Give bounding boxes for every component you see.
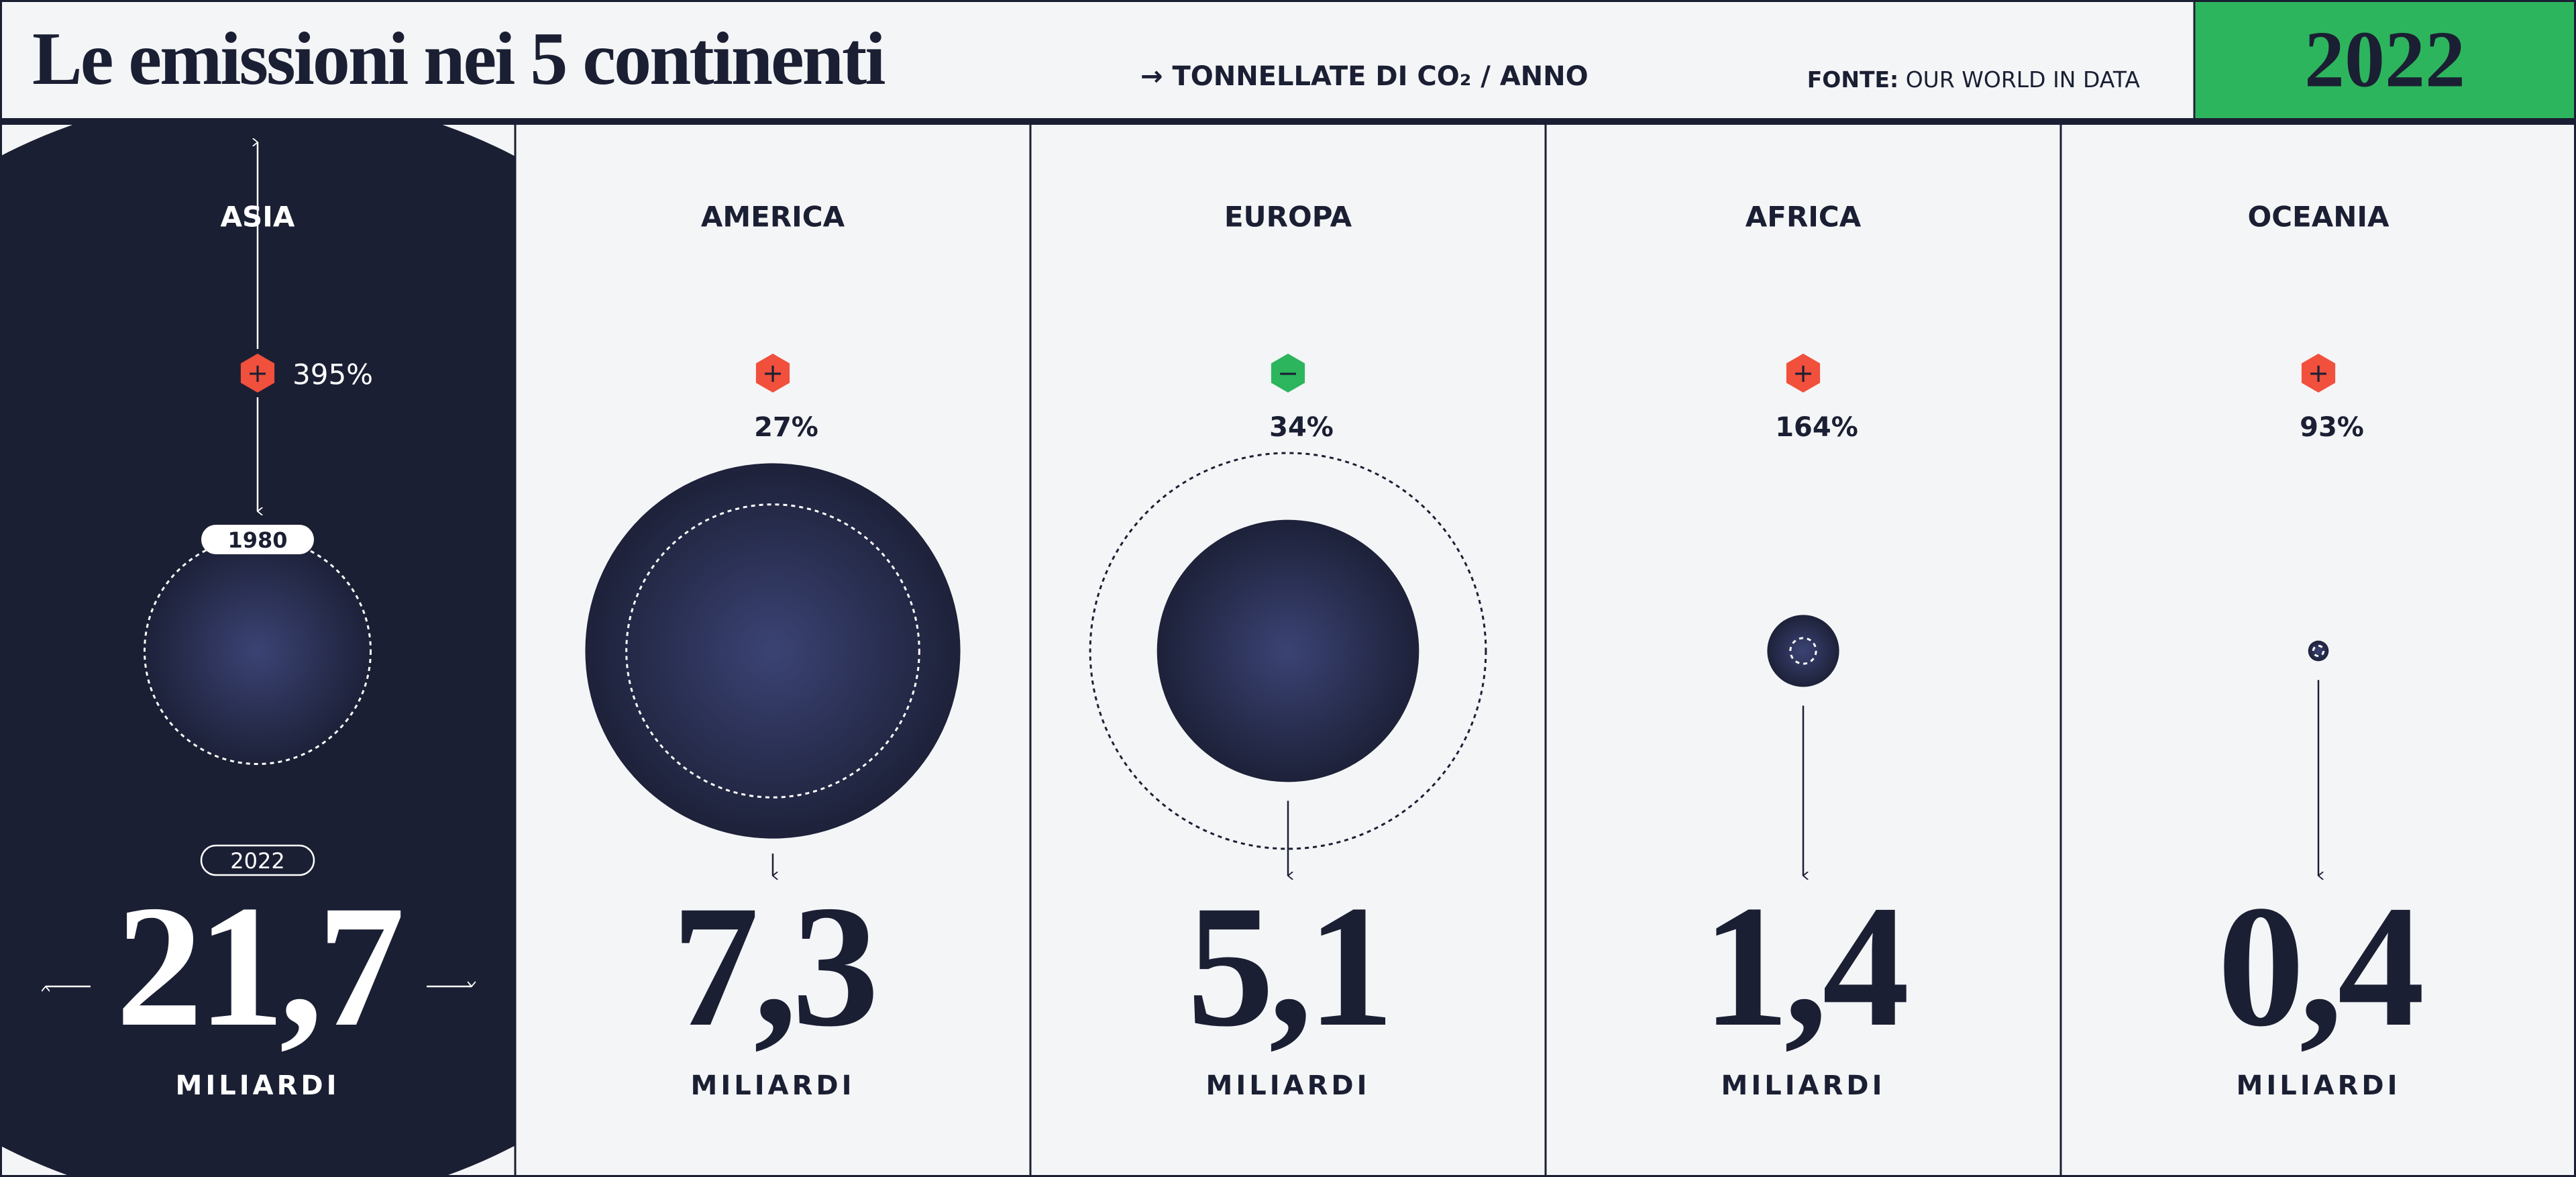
change-badge <box>240 354 275 393</box>
unit: MILIARDI <box>176 1070 340 1101</box>
title: Le emissioni nei 5 continenti <box>32 17 885 101</box>
value-circle <box>1767 615 1839 687</box>
baseline-circle <box>1089 452 1487 850</box>
continent-name: AMERICA <box>701 201 845 234</box>
value-circle <box>1157 519 1419 782</box>
from-year: 1980 <box>227 527 287 553</box>
change-sign: + <box>247 358 268 388</box>
value-circle <box>2308 640 2329 662</box>
header-rule <box>0 118 2576 125</box>
source-name: OUR WORLD IN DATA <box>1906 66 2141 93</box>
baseline-circle <box>625 503 920 799</box>
header-year: 2022 <box>2304 15 2465 104</box>
baseline-circle <box>2312 644 2325 658</box>
continent-name: OCEANIA <box>2247 201 2390 234</box>
change-sign: + <box>2308 358 2329 388</box>
continent-name: EUROPA <box>1224 201 1352 234</box>
value: 21,7 <box>116 870 402 1063</box>
unit: MILIARDI <box>691 1070 855 1101</box>
change-value: 34% <box>1269 412 1334 443</box>
change-value: 164% <box>1775 412 1858 443</box>
columns: ASIA+ 395%1980202221,7MILIARDIAMERICA+27%… <box>0 125 2427 1177</box>
change-badge <box>2301 354 2336 393</box>
orb <box>144 538 371 764</box>
change-sign: + <box>762 358 784 388</box>
source-label: FONTE: <box>1807 66 1898 93</box>
value: 5,1 <box>1187 870 1389 1063</box>
value: 0,4 <box>2218 870 2422 1063</box>
to-year: 2022 <box>230 848 284 874</box>
value: 1,4 <box>1703 870 1907 1063</box>
year-box <box>2194 0 2576 118</box>
change-badge <box>1786 354 1821 393</box>
change-sign: − <box>1277 358 1299 388</box>
change-value: 27% <box>754 412 818 443</box>
year-pill <box>200 844 315 876</box>
value: 7,3 <box>672 870 874 1063</box>
unit: MILIARDI <box>1206 1070 1371 1101</box>
value-circle <box>585 463 961 839</box>
year-pill <box>201 525 314 554</box>
change-value: 93% <box>2300 412 2364 443</box>
unit: MILIARDI <box>2237 1070 2401 1101</box>
source: FONTE: OUR WORLD IN DATA <box>1807 66 2141 93</box>
change-sign: + <box>1792 358 1814 388</box>
baseline-circle <box>1789 637 1817 665</box>
change-value: 395% <box>292 358 373 391</box>
unit-label: → TONNELLATE DI CO₂ / ANNO <box>1140 61 1589 92</box>
change-badge <box>1271 354 1305 393</box>
continent-name: AFRICA <box>1746 201 1862 234</box>
change-badge <box>755 354 790 393</box>
unit: MILIARDI <box>1721 1070 1886 1101</box>
